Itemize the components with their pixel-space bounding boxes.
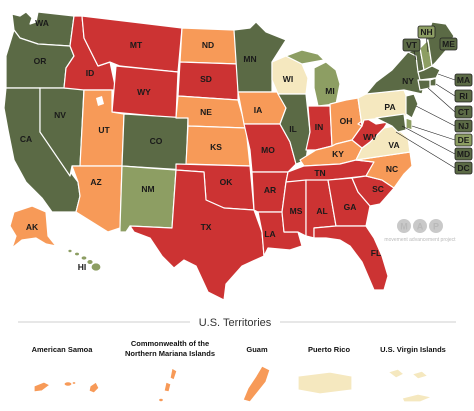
- state-CT[interactable]: [417, 79, 431, 91]
- label-DE: DE: [458, 135, 470, 145]
- label-OK: OK: [220, 177, 234, 187]
- territories-title: U.S. Territories: [199, 317, 272, 329]
- label-MT: MT: [130, 40, 143, 50]
- label-IL: IL: [289, 124, 297, 134]
- territory-usvi[interactable]: [387, 368, 433, 403]
- territory-american-samoa[interactable]: [33, 380, 100, 394]
- svg-text:A: A: [417, 222, 424, 232]
- label-DC: DC: [457, 163, 469, 173]
- label-WA: WA: [35, 18, 49, 28]
- territory-name-puerto-rico: Puerto Rico: [308, 345, 351, 354]
- label-CA: CA: [20, 134, 32, 144]
- state-MI[interactable]: [313, 61, 341, 107]
- callout-ME[interactable]: [439, 37, 458, 51]
- callout-DC[interactable]: [454, 161, 473, 175]
- label-AL: AL: [316, 206, 327, 216]
- label-CT: CT: [458, 107, 470, 117]
- callout-CT[interactable]: [454, 105, 473, 119]
- label-TX: TX: [201, 222, 212, 232]
- label-MN: MN: [243, 54, 256, 64]
- territory-name-guam: Guam: [246, 345, 268, 354]
- label-FL: FL: [371, 248, 381, 258]
- label-HI: HI: [78, 262, 87, 272]
- state-MI-upper[interactable]: [285, 49, 325, 65]
- label-NV: NV: [54, 110, 66, 120]
- label-MO: MO: [261, 145, 275, 155]
- state-NM[interactable]: [119, 165, 177, 233]
- label-NY: NY: [402, 76, 414, 86]
- state-NY[interactable]: [365, 51, 425, 95]
- state-WV[interactable]: [351, 117, 389, 149]
- label-VT: VT: [406, 40, 418, 50]
- label-NC: NC: [386, 164, 398, 174]
- map-logo-watermark: M A P movement advancement project: [384, 219, 456, 243]
- label-KY: KY: [332, 149, 344, 159]
- state-IL[interactable]: [277, 93, 311, 165]
- callout-VT[interactable]: [402, 38, 421, 52]
- label-WV: WV: [363, 132, 377, 142]
- label-KS: KS: [210, 142, 222, 152]
- territory-name-cnmi-line1: Commonwealth of the: [131, 339, 209, 348]
- callout-NJ[interactable]: [454, 119, 473, 133]
- label-NJ: NJ: [458, 121, 469, 131]
- label-ME: ME: [442, 39, 455, 49]
- label-NM: NM: [141, 184, 154, 194]
- callout-DE[interactable]: [454, 133, 473, 147]
- label-AR: AR: [264, 185, 276, 195]
- label-TN: TN: [314, 168, 325, 178]
- label-AK: AK: [26, 222, 39, 232]
- watermark-tagline: movement advancement project: [384, 237, 456, 243]
- label-MI: MI: [325, 86, 334, 96]
- label-RI: RI: [459, 91, 468, 101]
- svg-text:P: P: [433, 222, 439, 232]
- territory-cnmi[interactable]: [158, 367, 178, 403]
- state-FL[interactable]: [313, 225, 389, 291]
- state-TX[interactable]: [129, 169, 265, 301]
- state-AZ[interactable]: [71, 165, 123, 233]
- label-SD: SD: [200, 74, 212, 84]
- state-DE[interactable]: [405, 117, 413, 131]
- label-OR: OR: [34, 56, 47, 66]
- state-HI[interactable]: [67, 248, 102, 272]
- label-NE: NE: [200, 107, 212, 117]
- callout-RI[interactable]: [454, 89, 473, 103]
- callout-MD[interactable]: [454, 147, 473, 161]
- state-NC[interactable]: [355, 151, 413, 189]
- label-UT: UT: [98, 125, 110, 135]
- state-AK[interactable]: [9, 205, 57, 249]
- label-MA: MA: [457, 75, 470, 85]
- label-MS: MS: [290, 206, 303, 216]
- territory-puerto-rico[interactable]: [297, 371, 353, 395]
- label-VA: VA: [388, 140, 399, 150]
- territory-name-american-samoa: American Samoa: [32, 345, 94, 354]
- label-ID: ID: [86, 68, 95, 78]
- label-IN: IN: [315, 122, 324, 132]
- territory-name-usvi: U.S. Virgin Islands: [380, 345, 446, 354]
- label-IA: IA: [254, 105, 263, 115]
- label-ND: ND: [202, 40, 214, 50]
- callout-MA[interactable]: [454, 73, 473, 87]
- label-WY: WY: [137, 87, 151, 97]
- state-RI[interactable]: [429, 77, 437, 87]
- territory-name-cnmi-line2: Northern Mariana Islands: [125, 349, 215, 358]
- state-MD[interactable]: [375, 113, 407, 133]
- northeast-callouts: VT NH ME MA RI CT NJ DE MD DC: [395, 25, 473, 175]
- callout-NH[interactable]: [417, 25, 436, 39]
- label-PA: PA: [384, 102, 395, 112]
- label-OH: OH: [340, 116, 353, 126]
- label-CO: CO: [150, 136, 163, 146]
- territory-guam[interactable]: [242, 365, 271, 403]
- label-GA: GA: [344, 202, 357, 212]
- label-NH: NH: [420, 27, 432, 37]
- label-AZ: AZ: [90, 177, 101, 187]
- great-salt-lake: [96, 96, 104, 106]
- state-labels: WA OR CA NV ID MT WY UT AZ CO NM ND SD N…: [20, 18, 414, 272]
- label-WI: WI: [283, 74, 293, 84]
- label-MD: MD: [457, 149, 470, 159]
- label-LA: LA: [264, 229, 275, 239]
- svg-text:M: M: [400, 222, 408, 232]
- state-NJ[interactable]: [405, 93, 419, 119]
- label-SC: SC: [372, 184, 384, 194]
